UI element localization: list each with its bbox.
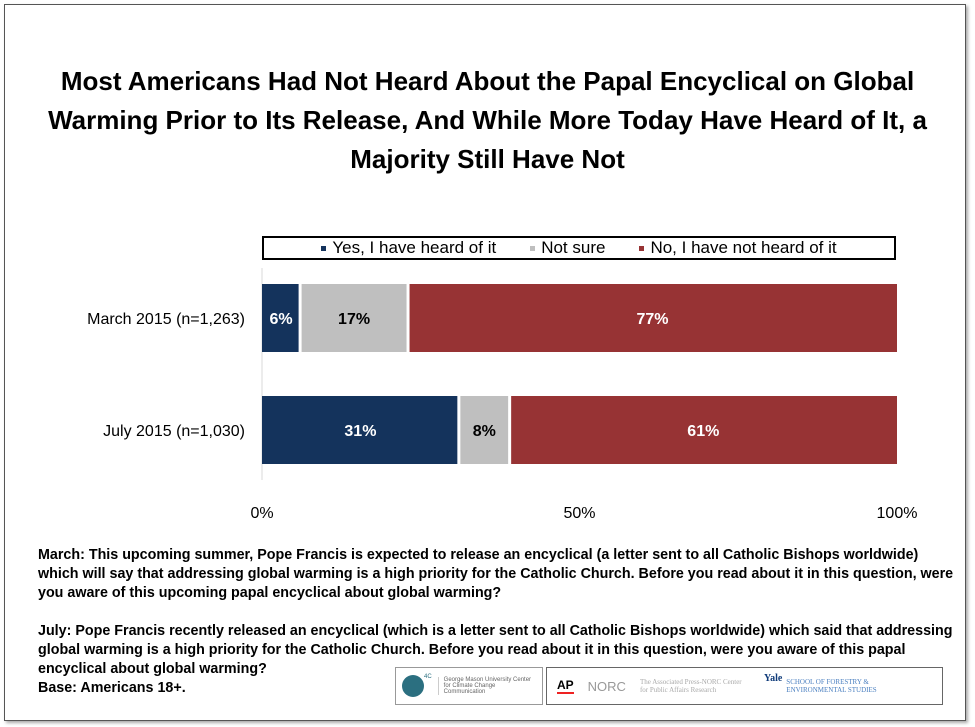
norc-logo: NORC xyxy=(587,678,626,694)
gmu-name: George Mason University Center for Clima… xyxy=(437,677,534,695)
data-label: 77% xyxy=(637,311,669,328)
bar-segment xyxy=(262,284,299,352)
legend-item-no: No, I have not heard of it xyxy=(639,238,837,258)
bar-segment xyxy=(460,396,509,464)
gmu-mark: 4C xyxy=(424,674,432,680)
x-tick-label: 50% xyxy=(563,505,595,522)
yale-school-name: SCHOOL OF FORESTRY & ENVIRONMENTAL STUDI… xyxy=(786,678,877,694)
bar-segment xyxy=(511,396,897,464)
ap-logo: AP xyxy=(557,678,574,694)
gmu-logo: 4C George Mason University Center for Cl… xyxy=(395,667,543,705)
legend-swatch xyxy=(530,245,536,251)
data-label: 8% xyxy=(473,423,496,440)
category-label: March 2015 (n=1,263) xyxy=(87,311,245,328)
chart-title: Most Americans Had Not Heard About the P… xyxy=(48,66,927,174)
note-march: March: This upcoming summer, Pope Franci… xyxy=(38,547,954,601)
legend: Yes, I have heard of it Not sure No, I h… xyxy=(262,236,896,260)
legend-label: Yes, I have heard of it xyxy=(332,238,497,257)
bar-segment xyxy=(262,396,458,464)
yale-logo: Yale xyxy=(763,673,783,684)
data-label: 61% xyxy=(687,423,719,440)
legend-swatch xyxy=(639,245,645,251)
legend-item-not-sure: Not sure xyxy=(530,238,605,258)
data-label: 31% xyxy=(344,423,376,440)
bar-segment xyxy=(409,284,897,352)
category-label: July 2015 (n=1,030) xyxy=(103,423,245,440)
partner-logos: AP NORC The Associated Press-NORC Center… xyxy=(546,667,943,705)
data-label: 17% xyxy=(338,311,370,328)
note-july: July: Pope Francis recently released an … xyxy=(38,623,953,677)
legend-item-yes: Yes, I have heard of it xyxy=(321,238,496,258)
legend-label: No, I have not heard of it xyxy=(650,238,837,257)
x-tick-label: 0% xyxy=(250,505,273,522)
ap-norc-name: The Associated Press-NORC Center for Pub… xyxy=(639,678,742,694)
slide-frame xyxy=(4,4,966,721)
note-base: Base: Americans 18+. xyxy=(38,680,186,696)
legend-label: Not sure xyxy=(541,238,606,257)
bar-segment xyxy=(301,284,407,352)
data-label: 6% xyxy=(269,311,292,328)
x-tick-label: 100% xyxy=(877,505,918,522)
legend-swatch xyxy=(321,245,327,251)
gmu-circle-icon xyxy=(402,675,424,697)
